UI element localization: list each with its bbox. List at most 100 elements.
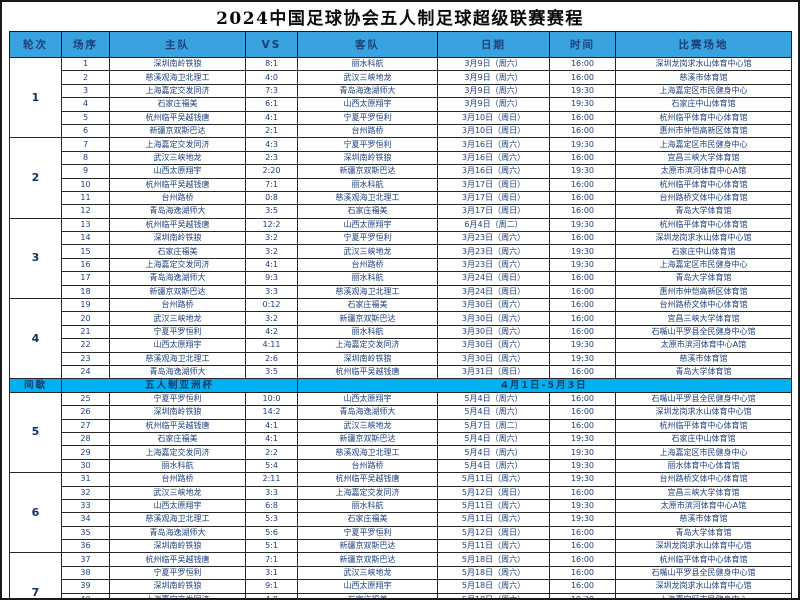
table-row: 18 新疆京双斯巴达 3:3 慈溪观海卫北理工 3月24日（周日） 16:00 惠州市仲恺高… bbox=[10, 284, 792, 300]
table-row: 23 慈溪观海卫北理工 2:6 深圳南岭铁狼 3月30日（周六） 19:30 慈溪市体育馆 bbox=[10, 351, 792, 366]
match-date: 3月10日（周日） bbox=[437, 123, 550, 139]
match-no: 9 bbox=[61, 164, 110, 179]
venue: 深圳龙岗求水山体育中心馆 bbox=[615, 539, 792, 554]
score: 4:11 bbox=[245, 338, 298, 353]
away-team: 青岛海逸湖师大 bbox=[297, 405, 438, 420]
score: 4:8 bbox=[245, 592, 298, 598]
home-team: 慈溪观海卫北理工 bbox=[109, 512, 246, 527]
home-team: 上海嘉定交发同济 bbox=[109, 83, 246, 99]
venue: 太原市滨河体育中心A馆 bbox=[615, 164, 792, 179]
table-row: 10 杭州临平吴越钱唐 7:1 丽水科航 3月17日（周日） 16:00 杭州临平体育中心体… bbox=[10, 177, 792, 192]
match-date: 5月11日（周六） bbox=[437, 498, 550, 514]
table-row: 12 青岛海逸湖师大 3:5 石家庄福美 3月17日（周日） 16:00 青岛大学体育馆 bbox=[10, 204, 792, 219]
match-no: 3 bbox=[61, 83, 110, 99]
score: 6:1 bbox=[245, 97, 298, 112]
match-no: 26 bbox=[61, 405, 110, 420]
score: 7:1 bbox=[245, 177, 298, 192]
table-row: 33 山西太原翔宇 6:8 丽水科航 5月11日（周六） 19:30 太原市滨河体育中心A馆 bbox=[10, 498, 792, 514]
column-header-0: 轮次 bbox=[9, 31, 62, 58]
match-no: 19 bbox=[61, 298, 110, 313]
home-team: 深圳南岭铁狼 bbox=[109, 405, 246, 420]
venue: 慈溪市体育馆 bbox=[615, 70, 792, 85]
score: 4:1 bbox=[245, 418, 298, 433]
match-no: 7 bbox=[61, 137, 110, 152]
match-time: 19:30 bbox=[549, 498, 616, 514]
table-row: 7 37 杭州临平吴越钱唐 7:1 新疆京双斯巴达 5月18日（周六） 16:00 杭州临平体… bbox=[9, 552, 792, 598]
round-number: 4 bbox=[9, 298, 62, 380]
table-row: 20 武汉三峡地龙 3:2 新疆京双斯巴达 3月30日（周六） 16:00 宜昌三峡大学体育… bbox=[10, 311, 792, 326]
match-no: 39 bbox=[61, 579, 110, 594]
match-date: 5月4日（周六） bbox=[437, 391, 550, 407]
match-no: 33 bbox=[61, 498, 110, 514]
match-date: 5月4日（周六） bbox=[437, 445, 550, 460]
venue: 慈溪市体育馆 bbox=[615, 351, 792, 366]
match-time: 16:00 bbox=[549, 70, 616, 85]
interval-dates: 4月1日-5月3日 bbox=[297, 378, 792, 393]
home-team: 深圳南岭铁狼 bbox=[109, 56, 246, 72]
score: 7:1 bbox=[245, 552, 298, 567]
match-time: 16:00 bbox=[549, 311, 616, 326]
table-row: 38 宁夏平罗恒利 3:1 武汉三峡地龙 5月18日（周六） 16:00 石嘴山平罗县全民健… bbox=[10, 565, 792, 581]
home-team: 宁夏平罗恒利 bbox=[109, 391, 246, 407]
round-number: 5 bbox=[9, 391, 62, 474]
venue: 丽水体育中心体育馆 bbox=[615, 458, 792, 474]
column-header-5: 日期 bbox=[437, 31, 550, 58]
table-row: 5 杭州临平吴越钱唐 4:1 宁夏平罗恒利 3月10日（周日） 16:00 杭州临平体育中心… bbox=[10, 110, 792, 125]
table-row: 3 上海嘉定交发同济 7:3 青岛海逸湖师大 3月9日（周六） 19:30 上海嘉定区市民健… bbox=[10, 83, 792, 99]
home-team: 杭州临平吴越钱唐 bbox=[109, 418, 246, 433]
venue: 宜昌三峡大学体育馆 bbox=[615, 485, 792, 500]
match-date: 3月9日（周六） bbox=[437, 70, 550, 85]
match-no: 34 bbox=[61, 512, 110, 527]
home-team: 山西太原翔宇 bbox=[109, 164, 246, 179]
score: 7:3 bbox=[245, 83, 298, 99]
column-header-1: 场序 bbox=[61, 31, 110, 58]
home-team: 台州路桥 bbox=[109, 472, 246, 487]
match-no: 4 bbox=[61, 97, 110, 112]
table-row: 14 深圳南岭铁狼 3:2 宁夏平罗恒利 3月23日（周六） 16:00 深圳龙岗求水山体育… bbox=[10, 231, 792, 246]
match-date: 5月18日（周六） bbox=[437, 579, 550, 594]
match-no: 21 bbox=[61, 324, 110, 340]
match-date: 3月30日（周六） bbox=[437, 298, 550, 313]
home-team: 台州路桥 bbox=[109, 298, 246, 313]
venue: 台州路桥文体中心体育馆 bbox=[615, 472, 792, 487]
interval-event-label: 五人制亚洲杯 bbox=[61, 378, 298, 393]
match-no: 5 bbox=[61, 110, 110, 125]
match-time: 16:00 bbox=[549, 150, 616, 166]
home-team: 丽水科航 bbox=[109, 458, 246, 474]
home-team: 台州路桥 bbox=[109, 190, 246, 206]
away-team: 台州路桥 bbox=[297, 123, 438, 139]
match-no: 35 bbox=[61, 525, 110, 541]
match-time: 16:00 bbox=[549, 204, 616, 219]
score: 4:0 bbox=[245, 70, 298, 85]
home-team: 武汉三峡地龙 bbox=[109, 150, 246, 166]
score: 5:3 bbox=[245, 512, 298, 527]
match-time: 19:30 bbox=[549, 338, 616, 353]
score: 9:1 bbox=[245, 579, 298, 594]
score: 0:12 bbox=[245, 298, 298, 313]
venue: 石嘴山平罗县全民健身中心馆 bbox=[615, 391, 792, 407]
table-row: 2 慈溪观海卫北理工 4:0 武汉三峡地龙 3月9日（周六） 16:00 慈溪市体育馆 bbox=[10, 70, 792, 85]
away-team: 深圳南岭铁狼 bbox=[297, 150, 438, 166]
table-row: 29 上海嘉定交发同济 2:2 慈溪观海卫北理工 5月4日（周六） 19:30 上海嘉定区市… bbox=[10, 445, 792, 460]
venue: 上海嘉定区市民健身中心 bbox=[615, 445, 792, 460]
score: 4:2 bbox=[245, 324, 298, 340]
match-date: 3月16日（周六） bbox=[437, 150, 550, 166]
score: 3:3 bbox=[245, 284, 298, 300]
column-header-6: 时间 bbox=[549, 31, 616, 58]
table-row: 6 31 台州路桥 2:11 杭州临平吴越钱唐 5月11日（周六） 19:30 台州路桥文体中… bbox=[9, 472, 792, 554]
table-row: 26 深圳南岭铁狼 14:2 青岛海逸湖师大 5月4日（周六） 16:00 深圳龙岗求水山体… bbox=[10, 405, 792, 420]
away-team: 慈溪观海卫北理工 bbox=[297, 190, 438, 206]
match-time: 16:00 bbox=[549, 391, 616, 407]
match-date: 3月17日（周日） bbox=[437, 177, 550, 192]
match-date: 3月10日（周日） bbox=[437, 110, 550, 125]
match-no: 38 bbox=[61, 565, 110, 581]
match-time: 19:30 bbox=[549, 512, 616, 527]
table-row: 9 山西太原翔宇 2:20 新疆京双斯巴达 3月16日（周六） 19:30 太原市滨河体育中… bbox=[10, 164, 792, 179]
home-team: 上海嘉定交发同济 bbox=[109, 257, 246, 273]
match-date: 3月30日（周六） bbox=[437, 311, 550, 326]
score: 10:0 bbox=[245, 391, 298, 407]
home-team: 上海嘉定交发同济 bbox=[109, 137, 246, 152]
venue: 上海嘉定区市民健身中心 bbox=[615, 257, 792, 273]
table-row: 30 丽水科航 5:4 台州路桥 5月4日（周六） 19:30 丽水体育中心体育馆 bbox=[10, 458, 792, 474]
match-no: 20 bbox=[61, 311, 110, 326]
